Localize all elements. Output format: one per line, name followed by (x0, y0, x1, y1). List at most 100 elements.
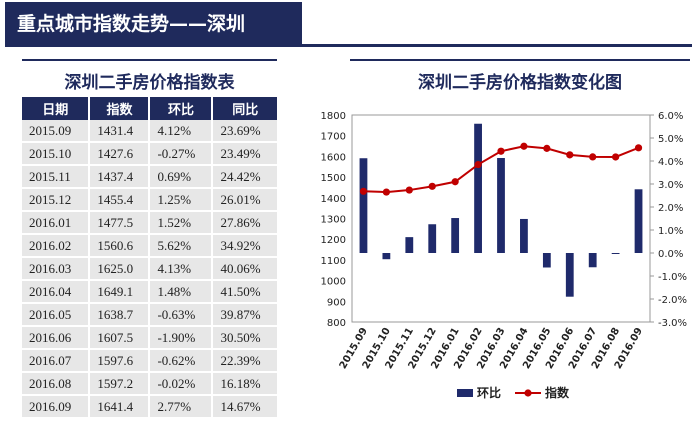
cell-yoy: 22.39% (212, 349, 277, 373)
y-left-tick-label: 1700 (321, 132, 346, 143)
cell-index: 1437.4 (89, 165, 151, 189)
table-row: 2015.12 1455.4 1.25% 26.01% (22, 188, 277, 212)
y-left-tick-label: 1400 (321, 194, 346, 205)
bar (611, 253, 620, 254)
column-header-yoy: 同比 (212, 97, 277, 120)
cell-index: 1649.1 (89, 280, 151, 304)
cell-date: 2016.09 (22, 395, 91, 419)
bar (428, 224, 437, 253)
table-row: 2016.07 1597.6 -0.62% 22.39% (22, 349, 277, 373)
table-row: 2015.10 1427.6 -0.27% 23.49% (22, 142, 277, 166)
plot-area-frame (351, 114, 651, 323)
y-right-tick-label: 0.0% (658, 249, 683, 260)
line-point (566, 151, 574, 159)
cell-yoy: 26.01% (212, 188, 277, 212)
y-left-tick-label: 1000 (321, 277, 346, 288)
y-right-tick-label: 3.0% (658, 180, 683, 191)
cell-index: 1641.4 (89, 395, 151, 419)
cell-yoy: 39.87% (212, 303, 277, 327)
y-right-tick-label: 2.0% (658, 203, 683, 214)
line-point (451, 178, 459, 186)
cell-mom: 5.62% (149, 234, 214, 258)
table-row: 2016.06 1607.5 -1.90% 30.50% (22, 326, 277, 350)
column-header-date: 日期 (22, 97, 91, 120)
cell-mom: 4.12% (149, 120, 214, 143)
cell-index: 1431.4 (89, 120, 151, 143)
bar (565, 253, 574, 297)
cell-mom: 1.52% (149, 211, 214, 235)
bar (382, 253, 391, 260)
legend-label-mom: 环比 (477, 385, 501, 400)
line-point (543, 144, 551, 152)
cell-yoy: 41.50% (212, 280, 277, 304)
cell-date: 2016.01 (22, 211, 91, 235)
cell-mom: 0.69% (149, 165, 214, 189)
y-right-tick-label: 4.0% (658, 157, 683, 168)
y-left-tick-label: 1300 (321, 215, 346, 226)
line-point (589, 153, 597, 161)
y-left-tick-label: 1500 (321, 173, 346, 184)
line-point (497, 147, 505, 155)
table-row: 2016.04 1649.1 1.48% 41.50% (22, 280, 277, 304)
cell-index: 1625.0 (89, 257, 151, 281)
y-right-tick-label: 1.0% (658, 226, 683, 237)
cell-index: 1427.6 (89, 142, 151, 166)
table-row: 2015.09 1431.4 4.12% 23.69% (22, 120, 277, 143)
bar (588, 253, 597, 268)
bar (405, 237, 414, 253)
title-divider (302, 44, 692, 47)
cell-yoy: 14.67% (212, 395, 277, 419)
cell-mom: -0.27% (149, 142, 214, 166)
y-left-tick-label: 1100 (321, 256, 346, 267)
index-table: 日期 指数 环比 同比 2015.09 1431.4 4.12% 23.69% 2015… (22, 97, 277, 419)
cell-mom: -0.02% (149, 372, 214, 396)
line-point (359, 187, 368, 195)
cell-yoy: 30.50% (212, 326, 277, 350)
cell-index: 1597.6 (89, 349, 151, 373)
y-right-tick-label: 5.0% (658, 134, 683, 145)
table-row: 2015.11 1437.4 0.69% 24.42% (22, 165, 277, 189)
bar (542, 253, 551, 268)
cell-yoy: 27.86% (212, 211, 277, 235)
chart-title: 深圳二手房价格指数变化图 (350, 59, 690, 93)
legend-swatch-marker (524, 389, 532, 397)
line-point (612, 153, 620, 161)
cell-date: 2015.09 (22, 120, 91, 143)
cell-yoy: 34.92% (212, 234, 277, 258)
cell-mom: 2.77% (149, 395, 214, 419)
bar (634, 189, 643, 253)
cell-date: 2016.04 (22, 280, 91, 304)
table-row: 2016.09 1641.4 2.77% 14.67% (22, 395, 277, 419)
table-row: 2016.05 1638.7 -0.63% 39.87% (22, 303, 277, 327)
cell-yoy: 24.42% (212, 165, 277, 189)
cell-mom: -0.62% (149, 349, 214, 373)
cell-yoy: 23.69% (212, 120, 277, 143)
line-point (428, 182, 436, 190)
bar (359, 158, 368, 253)
cell-mom: 1.25% (149, 188, 214, 212)
line-point (405, 186, 413, 194)
y-right-tick-label: -3.0% (658, 318, 687, 329)
chart-container: 1800 1700 1600 1500 1400 1300 1200 1100 1000 900 8… (305, 97, 697, 425)
y-left-tick-label: 1200 (321, 235, 346, 246)
bar (451, 218, 460, 253)
table-title: 深圳二手房价格指数表 (22, 59, 277, 93)
line-point (382, 188, 390, 196)
y-left-tick-label: 1600 (321, 152, 346, 163)
page-title: 重点城市指数走势——深圳 (5, 2, 302, 47)
table-row: 2016.08 1597.2 -0.02% 16.18% (22, 372, 277, 396)
cell-date: 2015.11 (22, 165, 91, 189)
cell-date: 2015.10 (22, 142, 91, 166)
cell-yoy: 40.06% (212, 257, 277, 281)
y-left-tick-label: 900 (327, 297, 346, 308)
cell-index: 1477.5 (89, 211, 151, 235)
cell-yoy: 16.18% (212, 372, 277, 396)
table-row: 2016.01 1477.5 1.52% 27.86% (22, 211, 277, 235)
cell-date: 2016.02 (22, 234, 91, 258)
cell-mom: -0.63% (149, 303, 214, 327)
y-right-tick-label: -2.0% (658, 295, 687, 306)
table-row: 2016.03 1625.0 4.13% 40.06% (22, 257, 277, 281)
legend-label-index: 指数 (545, 385, 570, 400)
column-header-mom: 环比 (149, 97, 214, 120)
cell-date: 2015.12 (22, 188, 91, 212)
